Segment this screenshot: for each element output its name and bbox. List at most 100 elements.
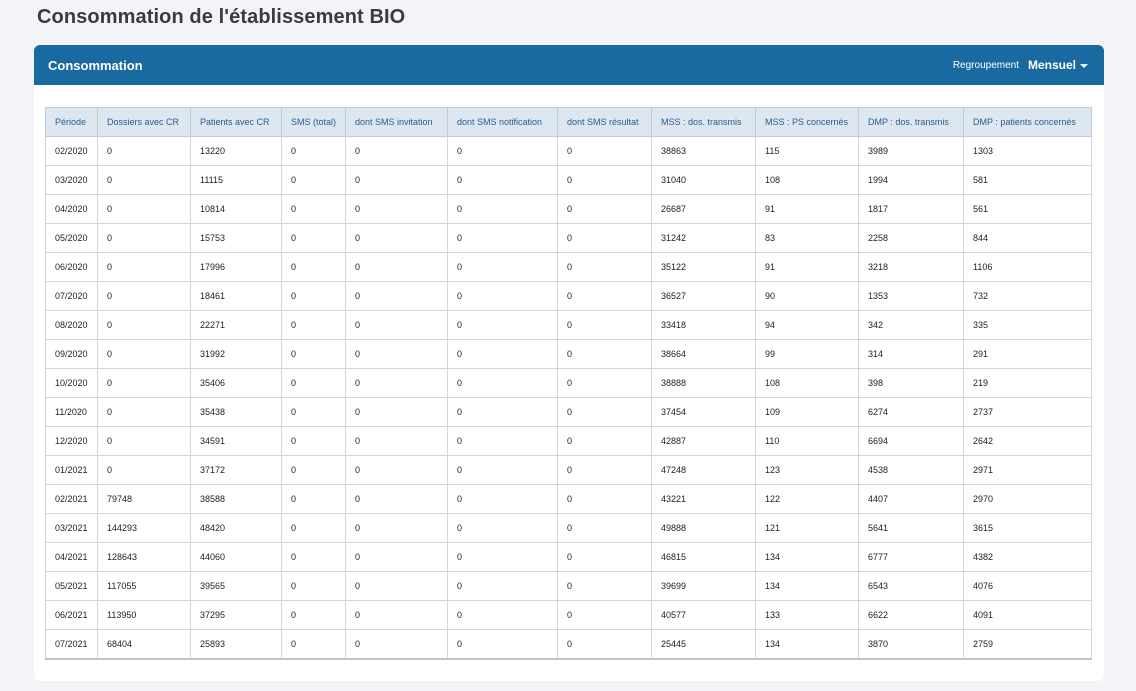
table-cell: 01/2021 — [45, 455, 98, 485]
table-cell: 10814 — [190, 194, 282, 224]
table-cell: 0 — [447, 513, 558, 543]
table-cell: 1994 — [858, 165, 964, 195]
table-cell: 25893 — [190, 629, 282, 660]
table-cell: 134 — [755, 542, 859, 572]
table-cell: 4382 — [963, 542, 1092, 572]
table-cell: 02/2021 — [45, 484, 98, 514]
table-cell: 3989 — [858, 136, 964, 166]
table-cell: 134 — [755, 571, 859, 601]
table-cell: 0 — [447, 136, 558, 166]
table-cell: 0 — [557, 165, 652, 195]
table-cell: 0 — [447, 455, 558, 485]
table-cell: 0 — [345, 571, 448, 601]
table-cell: 07/2020 — [45, 281, 98, 311]
table-cell: 134 — [755, 629, 859, 660]
table-cell: 08/2020 — [45, 310, 98, 340]
table-row: 07/2021 68404 25893 0 0 0 0 25445 134 3870 2759 — [45, 629, 1092, 660]
table-cell: 0 — [345, 629, 448, 660]
table-cell: 34591 — [190, 426, 282, 456]
table-cell: 05/2021 — [45, 571, 98, 601]
table-cell: 0 — [557, 368, 652, 398]
column-header: DMP : dos. transmis — [858, 107, 964, 137]
table-cell: 291 — [963, 339, 1092, 369]
table-cell: 561 — [963, 194, 1092, 224]
table-cell: 0 — [557, 252, 652, 282]
table-cell: 581 — [963, 165, 1092, 195]
table-cell: 1106 — [963, 252, 1092, 282]
table-row: 08/2020 0 22271 0 0 0 0 33418 94 342 335 — [45, 310, 1092, 340]
table-cell: 0 — [281, 455, 346, 485]
table-cell: 07/2021 — [45, 629, 98, 660]
table-cell: 0 — [345, 426, 448, 456]
table-cell: 0 — [345, 194, 448, 224]
table-cell: 0 — [447, 194, 558, 224]
table-cell: 2642 — [963, 426, 1092, 456]
table-row: 07/2020 0 18461 0 0 0 0 36527 90 1353 732 — [45, 281, 1092, 311]
table-cell: 0 — [557, 397, 652, 427]
column-header: Dossiers avec CR — [97, 107, 191, 137]
table-cell: 03/2021 — [45, 513, 98, 543]
grouping-dropdown[interactable]: Mensuel — [1028, 58, 1088, 72]
table-cell: 2971 — [963, 455, 1092, 485]
table-cell: 11/2020 — [45, 397, 98, 427]
table-cell: 0 — [447, 571, 558, 601]
table-cell: 0 — [281, 194, 346, 224]
table-row: 10/2020 0 35406 0 0 0 0 38888 108 398 219 — [45, 368, 1092, 398]
table-cell: 398 — [858, 368, 964, 398]
table-cell: 0 — [281, 542, 346, 572]
table-row: 06/2020 0 17996 0 0 0 0 35122 91 3218 1106 — [45, 252, 1092, 282]
table-cell: 0 — [345, 136, 448, 166]
column-header: DMP : patients concernés — [963, 107, 1092, 137]
table-cell: 0 — [281, 223, 346, 253]
table-cell: 33418 — [651, 310, 756, 340]
table-cell: 115 — [755, 136, 859, 166]
table-cell: 0 — [281, 397, 346, 427]
table-cell: 91 — [755, 194, 859, 224]
table-cell: 0 — [345, 600, 448, 630]
table-cell: 6543 — [858, 571, 964, 601]
table-cell: 0 — [447, 223, 558, 253]
table-cell: 0 — [345, 339, 448, 369]
table-cell: 22271 — [190, 310, 282, 340]
table-row: 09/2020 0 31992 0 0 0 0 38664 99 314 291 — [45, 339, 1092, 369]
table-cell: 4076 — [963, 571, 1092, 601]
table-cell: 0 — [97, 136, 191, 166]
table-cell: 0 — [447, 600, 558, 630]
table-cell: 0 — [345, 223, 448, 253]
table-cell: 35122 — [651, 252, 756, 282]
table-cell: 108 — [755, 165, 859, 195]
table-cell: 2759 — [963, 629, 1092, 660]
table-cell: 25445 — [651, 629, 756, 660]
table-row: 04/2020 0 10814 0 0 0 0 26687 91 1817 561 — [45, 194, 1092, 224]
table-cell: 0 — [447, 484, 558, 514]
table-cell: 0 — [557, 339, 652, 369]
column-header: Patients avec CR — [190, 107, 282, 137]
table-cell: 38888 — [651, 368, 756, 398]
table-cell: 0 — [97, 339, 191, 369]
table-cell: 42887 — [651, 426, 756, 456]
table-row: 11/2020 0 35438 0 0 0 0 37454 109 6274 2737 — [45, 397, 1092, 427]
table-header-row: Période Dossiers avec CR Patients avec CR S… — [45, 107, 1092, 137]
table-cell: 0 — [447, 426, 558, 456]
column-header: dont SMS invitation — [345, 107, 448, 137]
table-cell: 342 — [858, 310, 964, 340]
table-cell: 0 — [281, 339, 346, 369]
table-cell: 1303 — [963, 136, 1092, 166]
table-cell: 18461 — [190, 281, 282, 311]
table-cell: 0 — [281, 484, 346, 514]
table-cell: 0 — [281, 426, 346, 456]
table-cell: 0 — [447, 339, 558, 369]
grouping-value: Mensuel — [1027, 58, 1076, 72]
table-cell: 0 — [447, 252, 558, 282]
table-cell: 0 — [447, 542, 558, 572]
table-cell: 110 — [755, 426, 859, 456]
panel-title: Consommation — [48, 57, 143, 73]
table-cell: 43221 — [651, 484, 756, 514]
table-cell: 0 — [557, 629, 652, 660]
table-cell: 0 — [345, 542, 448, 572]
table-cell: 0 — [281, 629, 346, 660]
table-cell: 732 — [963, 281, 1092, 311]
consumption-table-wrapper: Période Dossiers avec CR Patients avec CR S… — [45, 107, 1092, 660]
table-cell: 0 — [557, 223, 652, 253]
table-cell: 0 — [557, 513, 652, 543]
